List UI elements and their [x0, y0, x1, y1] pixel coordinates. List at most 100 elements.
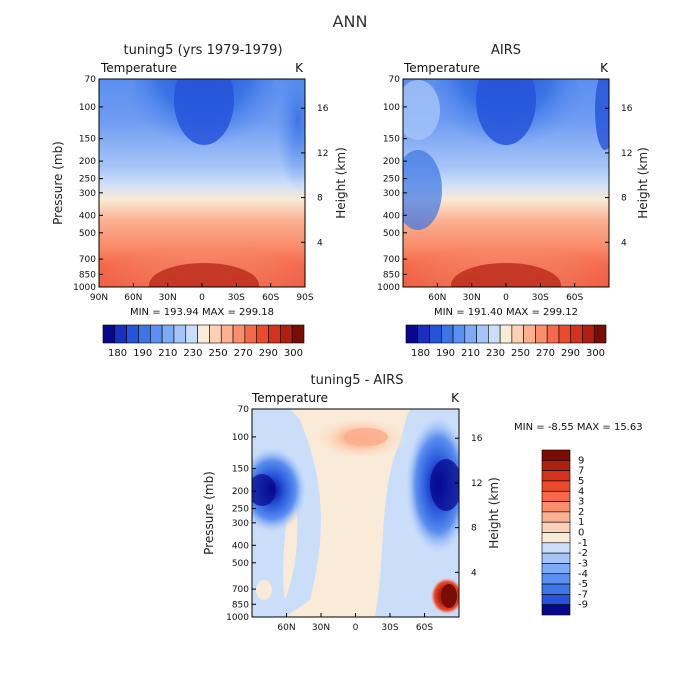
y-tick-label: 300: [383, 189, 400, 199]
colorbar-swatch: [209, 324, 222, 344]
colorbar-label: 250: [209, 348, 228, 359]
colorbar-swatch: [541, 480, 571, 492]
x-tick-label: 30N: [159, 293, 177, 303]
colorbar-label: 3: [578, 497, 584, 508]
colorbar-label: 190: [133, 348, 152, 359]
y-tick-label: 70: [85, 75, 97, 85]
colorbar-label: 270: [234, 348, 253, 359]
y-tick-label: 400: [383, 211, 400, 221]
colorbar-swatch: [541, 511, 571, 523]
y2-tick-label: 8: [621, 194, 627, 204]
colorbar-label: 9: [578, 455, 584, 466]
y-tick-label: 150: [383, 135, 400, 145]
colorbar-swatch: [541, 470, 571, 482]
colorbar-swatch: [541, 573, 571, 585]
y2-ticks: 16 12 8 4: [605, 104, 633, 248]
y-tick-label: 700: [79, 255, 96, 265]
max-value: 15.63: [614, 422, 643, 433]
y-tick-label: 500: [79, 229, 96, 239]
colorbar-swatch: [405, 324, 419, 344]
colorbar-label: 270: [536, 348, 555, 359]
y-tick-label: 500: [232, 559, 249, 569]
colorbar-label: 230: [183, 348, 202, 359]
colorbar-label: 300: [586, 348, 605, 359]
y-tick-label: 150: [79, 135, 96, 145]
colorbar-swatch: [541, 604, 571, 616]
y-tick-label: 700: [383, 255, 400, 265]
y2-tick-label: 4: [317, 238, 323, 248]
colorbar-swatch: [197, 324, 210, 344]
x-tick-label: 30N: [312, 623, 330, 633]
colorbar-swatch: [244, 324, 258, 344]
y2-tick-label: 12: [317, 149, 328, 159]
colorbar-label: 0: [578, 528, 584, 539]
colorbar-swatch: [558, 324, 572, 344]
y-tick-label: 250: [383, 175, 400, 185]
colorbar-label: 300: [284, 348, 303, 359]
colorbar-label: -9: [578, 600, 588, 611]
max-label: MAX =: [202, 307, 236, 318]
panel-obs: AIRS Temperature K 70 100 150 200 250 300 400 5…: [377, 43, 650, 359]
colorbar-swatch: [499, 324, 513, 344]
colorbar-swatch: [452, 324, 466, 344]
contour-field: [403, 79, 609, 287]
contour-field: [99, 79, 305, 287]
y-tick-label: 300: [232, 519, 249, 529]
colorbar-swatch: [102, 324, 116, 344]
colorbar-swatch: [511, 324, 524, 344]
y2-axis-label: Height (km): [334, 147, 348, 218]
min-label: MIN =: [130, 307, 161, 318]
x-tick-label: 30S: [228, 293, 245, 303]
y-tick-label: 400: [79, 211, 96, 221]
panel-subtitle: Temperature: [100, 61, 177, 75]
max-label: MAX =: [577, 422, 611, 433]
y-tick-label: 700: [232, 585, 249, 595]
units-label: K: [295, 61, 304, 75]
y-tick-label: 850: [383, 270, 400, 280]
panel-subtitle: Temperature: [403, 61, 480, 75]
y-tick-label: 250: [79, 175, 96, 185]
colorbar-label: 210: [461, 348, 480, 359]
min-label: MIN =: [514, 422, 545, 433]
colorbar-swatch: [546, 324, 560, 344]
x-tick-label: 30S: [532, 293, 549, 303]
y-tick-label: 100: [232, 433, 249, 443]
x-tick-label: 60N: [277, 623, 295, 633]
colorbar-swatch: [582, 324, 595, 344]
colorbar-swatch: [280, 324, 293, 344]
panel-title: tuning5 (yrs 1979-1979): [123, 43, 282, 58]
min-label: MIN =: [434, 307, 465, 318]
min-max-stats: MIN = 191.40 MAX = 299.12: [434, 307, 578, 318]
x-tick-label: 0: [503, 293, 509, 303]
colorbar-label: 4: [578, 486, 584, 497]
colorbar-swatch: [541, 542, 571, 554]
y2-tick-label: 8: [317, 194, 323, 204]
x-tick-label: 30S: [381, 623, 398, 633]
colorbar-label: -2: [578, 548, 588, 559]
colorbar-swatch: [417, 324, 430, 344]
colorbar-swatch: [464, 324, 477, 344]
y-axis-label: Pressure (mb): [51, 141, 65, 225]
colorbar-swatch: [541, 594, 571, 605]
units-label: K: [451, 391, 460, 405]
panel-model: tuning5 (yrs 1979-1979) Temperature K 70…: [51, 43, 348, 359]
units-label: K: [600, 61, 609, 75]
panel-title: tuning5 - AIRS: [311, 373, 404, 388]
colorbar-swatch: [185, 324, 198, 344]
colorbar-swatch: [541, 449, 571, 461]
colorbar-swatch: [161, 324, 175, 344]
colorbar-swatch: [220, 324, 234, 344]
colorbar-swatch: [476, 324, 489, 344]
y2-tick-label: 12: [621, 149, 632, 159]
colorbar-swatch: [126, 324, 139, 344]
colorbar-swatch: [541, 490, 571, 502]
panel-subtitle: Temperature: [251, 391, 328, 405]
y2-tick-label: 4: [621, 238, 627, 248]
colorbar-swatch: [232, 324, 246, 344]
y2-tick-label: 16: [317, 104, 329, 114]
y2-tick-label: 16: [621, 104, 633, 114]
x-tick-label: 90N: [90, 293, 108, 303]
colorbar-swatch: [541, 521, 571, 533]
colorbar-label: 190: [436, 348, 455, 359]
